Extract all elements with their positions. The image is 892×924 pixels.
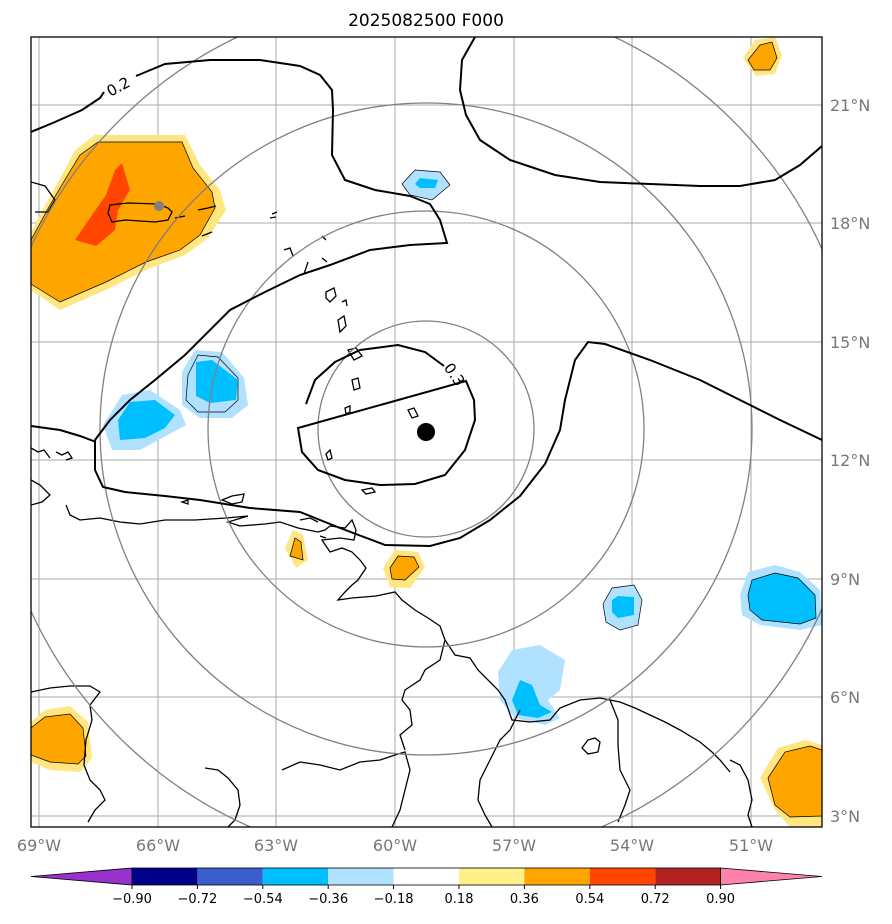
colorbar-cell: [524, 868, 590, 885]
colorbar-tick-label: 0.72: [641, 892, 670, 907]
colorbar-cell: [262, 868, 329, 885]
colorbar-tick-label: 0.18: [445, 892, 474, 907]
lon-tick: 69°W: [17, 836, 61, 855]
colorbar-tick-label: −0.54: [243, 892, 283, 907]
colorbar-cell: [589, 868, 656, 885]
lon-tick: 60°W: [373, 836, 417, 855]
colorbar-tick-label: 0.36: [510, 892, 539, 907]
longitude-axis: 69°W 66°W 63°W 60°W 57°W 54°W 51°W: [17, 836, 773, 855]
colorbar-cell: [393, 868, 459, 885]
colorbar-cell: [328, 868, 394, 885]
lon-tick: 63°W: [254, 836, 298, 855]
colorbar-tick-label: −0.36: [308, 892, 348, 907]
city-marker: [154, 201, 164, 211]
shaded-positive-anomalies: [31, 37, 822, 827]
lat-tick: 6°N: [830, 688, 860, 707]
colorbar-cell: [655, 868, 721, 885]
map-title: 2025082500 F000: [348, 11, 504, 31]
colorbar-tick-label: −0.18: [374, 892, 414, 907]
colorbar-tick-label: −0.90: [112, 892, 152, 907]
colorbar-extend-max: [720, 867, 823, 886]
shaded-negative-anomalies: [103, 169, 822, 725]
lat-tick: 3°N: [830, 807, 860, 826]
storm-center-marker: [417, 423, 435, 441]
contours: [31, 37, 822, 548]
range-rings: [31, 37, 822, 827]
lon-tick: 57°W: [492, 836, 536, 855]
colorbar-outline: [131, 867, 721, 886]
colorbar-tick-label: 0.54: [575, 892, 604, 907]
map-frame: [30, 36, 823, 828]
colorbar: −0.90 −0.72 −0.54 −0.36 −0.18 0.18 0.36 0.54 0.7…: [30, 867, 823, 907]
colorbar-cell: [459, 868, 525, 885]
lat-tick: 18°N: [830, 214, 870, 233]
colorbar-extend-min: [30, 867, 133, 886]
colorbar-cell: [197, 868, 263, 885]
latitude-axis: 21°N 18°N 15°N 12°N 9°N 6°N 3°N: [830, 96, 870, 826]
coastlines: [31, 181, 753, 827]
lat-tick: 12°N: [830, 451, 870, 470]
colorbar-cell: [132, 868, 198, 885]
lat-tick: 15°N: [830, 333, 870, 352]
colorbar-tick-label: 0.90: [706, 892, 735, 907]
map-panel: 0.2 0.3: [30, 36, 823, 828]
lat-tick: 9°N: [830, 570, 860, 589]
lat-tick: 21°N: [830, 96, 870, 115]
lon-tick: 54°W: [610, 836, 654, 855]
colorbar-tick-label: −0.72: [177, 892, 217, 907]
lon-tick: 66°W: [136, 836, 180, 855]
lon-tick: 51°W: [729, 836, 773, 855]
